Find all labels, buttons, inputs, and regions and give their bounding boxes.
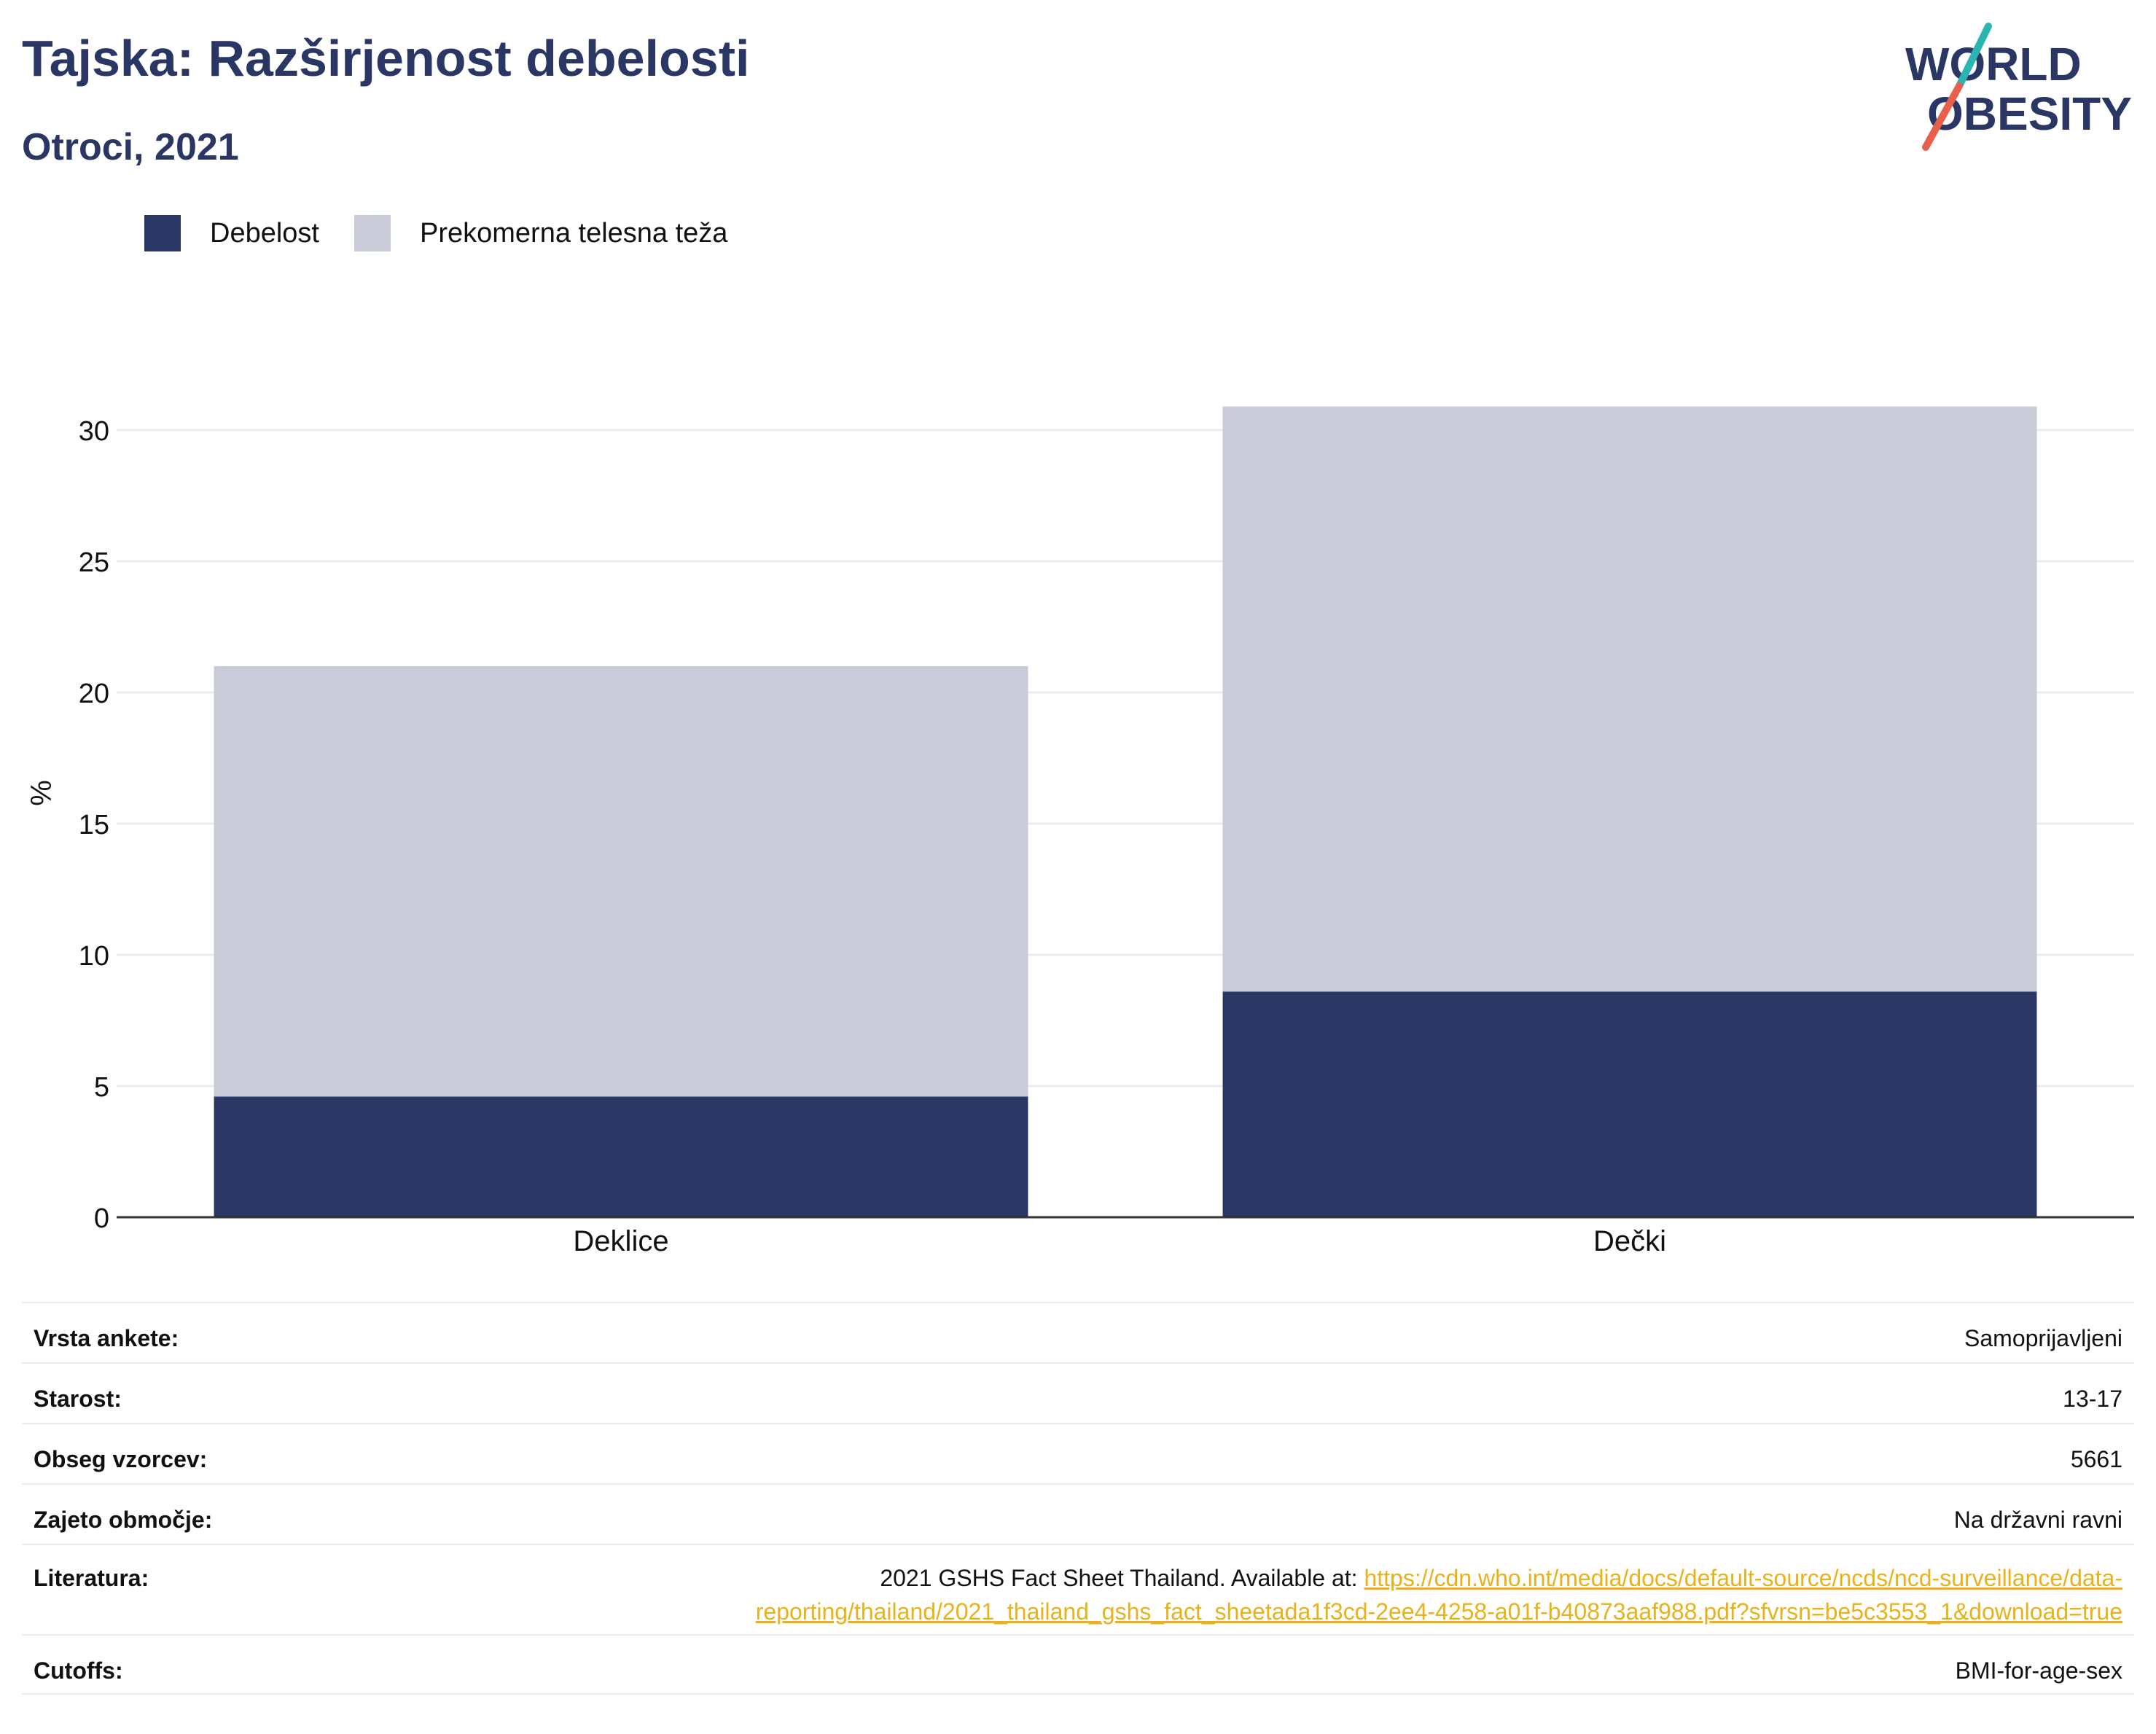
info-row-survey-type: Vrsta ankete: Samoprijavljeni [22,1302,2134,1362]
y-tick-label: 15 [79,810,109,840]
world-obesity-logo: WORLD OBESITY [1905,23,2132,151]
info-label: Starost: [34,1386,122,1412]
info-row-reference: Literatura: 2021 GSHS Fact Sheet Thailan… [22,1544,2134,1634]
y-tick-label: 10 [79,941,109,972]
info-value: 5661 [2070,1446,2122,1472]
logo-slash-coral [1922,82,1963,151]
info-row-cutoffs: Cutoffs: BMI-for-age-sex [22,1634,2134,1695]
legend-item-debelost: Debelost [144,215,319,251]
info-value-reference: 2021 GSHS Fact Sheet Thailand. Available… [756,1561,2122,1628]
bar-debelost-decki [1222,991,2037,1217]
legend-swatch-prekomerna [354,215,391,251]
x-tick-label: Deklice [573,1225,668,1257]
y-axis-label: % [26,780,58,806]
y-tick-label: 0 [94,1203,109,1234]
y-tick-labels: 0 5 10 15 20 25 30 [79,416,109,1234]
info-label: Cutoffs: [34,1657,123,1684]
info-row-age: Starost: 13-17 [22,1362,2134,1423]
logo-line-1: WORLD [1905,38,2082,90]
info-table: Vrsta ankete: Samoprijavljeni Starost: 1… [22,1302,2134,1695]
info-value: BMI-for-age-sex [1955,1657,2122,1684]
legend-item-prekomerna: Prekomerna telesna teža [354,215,727,251]
x-tick-label: Dečki [1593,1225,1666,1257]
info-value: 13-17 [2063,1386,2122,1412]
info-label: Vrsta ankete: [34,1325,179,1351]
reference-link-line-1[interactable]: https://cdn.who.int/media/docs/default-s… [1364,1565,2122,1591]
legend-label-prekomerna: Prekomerna telesna teža [419,217,728,249]
info-row-coverage: Zajeto območje: Na državni ravni [22,1483,2134,1544]
chart-legend: Debelost Prekomerna telesna teža [144,215,762,251]
bar-prekomerna-deklice [214,666,1028,1097]
info-value: Samoprijavljeni [1964,1325,2122,1351]
info-label: Obseg vzorcev: [34,1446,208,1472]
y-tick-label: 5 [94,1072,109,1103]
x-tick-labels: Deklice Dečki [573,1225,1666,1257]
bar-debelost-deklice [214,1096,1028,1217]
reference-text: 2021 GSHS Fact Sheet Thailand. Available… [880,1565,1364,1591]
logo-line-2: OBESITY [1927,87,2132,140]
info-value: Na državni ravni [1953,1507,2122,1533]
bar-chart: 0 5 10 15 20 25 30 Deklice Dečki % [26,406,2134,1257]
bar-group [214,406,2037,1217]
page-title: Tajska: Razširjenost debelosti [22,30,750,87]
info-label: Zajeto območje: [34,1507,213,1533]
y-tick-label: 20 [79,679,109,709]
reference-link-line-2[interactable]: reporting/thailand/2021_thailand_gshs_fa… [755,1598,2122,1625]
y-tick-label: 25 [79,547,109,578]
info-label: Literatura: [34,1565,149,1591]
logo-slash-teal [1956,23,1992,90]
page-subtitle: Otroci, 2021 [22,126,239,168]
legend-label-debelost: Debelost [210,217,319,249]
bar-prekomerna-decki [1222,406,2037,992]
info-row-sample-size: Obseg vzorcev: 5661 [22,1423,2134,1483]
y-tick-label: 30 [79,416,109,447]
legend-swatch-debelost [144,215,181,251]
